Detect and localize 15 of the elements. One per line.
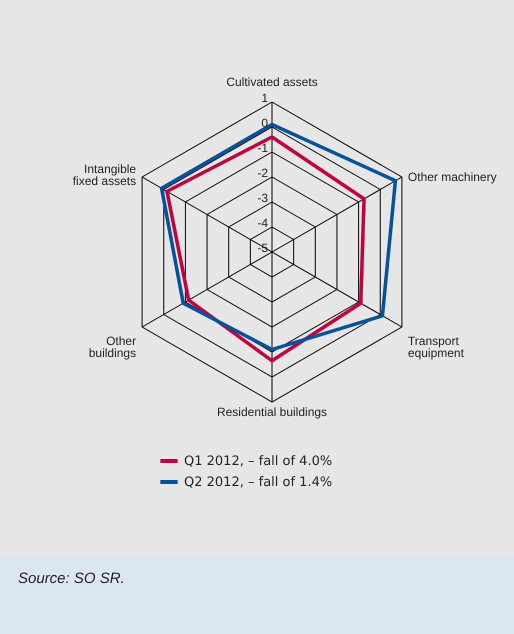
spoke-label: Intangible fixed assets [72, 162, 136, 188]
y-tick-label: 1 [261, 91, 268, 105]
spoke-label: Other machinery [408, 170, 497, 184]
legend-label: Q1 2012, – fall of 4.0% [184, 454, 332, 469]
legend-label: Q2 2012, – fall of 1.4% [184, 475, 332, 490]
spoke-label: Residential buildings [216, 405, 328, 419]
y-tick-label: -3 [257, 191, 268, 205]
spoke-label: Transport equipment [408, 334, 465, 360]
y-tick-label: -4 [257, 216, 268, 230]
y-tick-label: -2 [257, 166, 268, 180]
spoke-label: Cultivated assets [226, 75, 318, 89]
source-note: Source: SO SR. [18, 570, 125, 587]
spoke-label: Other buildings [88, 334, 136, 360]
y-tick-label: 0 [261, 116, 268, 130]
y-tick-label: -1 [257, 141, 268, 155]
